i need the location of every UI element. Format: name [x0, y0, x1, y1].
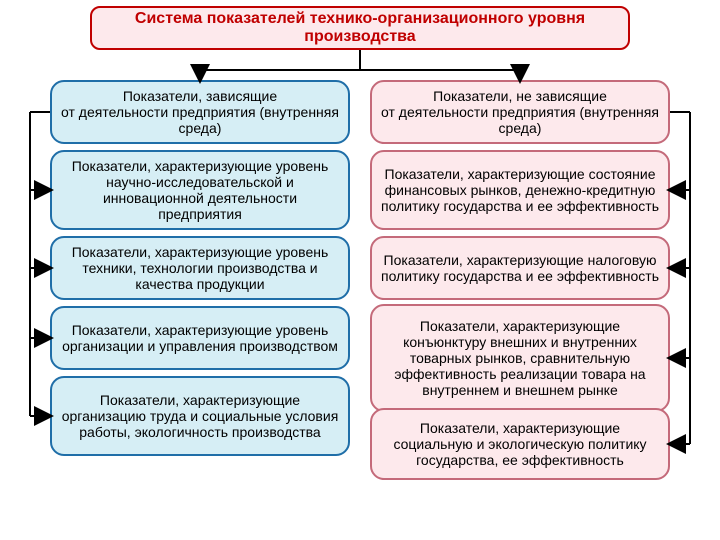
right-item-2-text: Показатели, характеризующие конъюнктуру … [380, 318, 660, 398]
right-item-1-text: Показатели, характеризующие налоговую по… [380, 252, 660, 284]
right-item-3: Показатели, характеризующие социальную и… [370, 408, 670, 480]
right-header-text: Показатели, не зависящиеот деятельности … [380, 88, 660, 136]
left-item-2: Показатели, характеризующие уровень орга… [50, 306, 350, 370]
left-item-1-text: Показатели, характеризующие уровень техн… [60, 244, 340, 292]
left-item-0-text: Показатели, характеризующие уровень науч… [60, 158, 340, 222]
right-item-1: Показатели, характеризующие налоговую по… [370, 236, 670, 300]
left-item-1: Показатели, характеризующие уровень техн… [50, 236, 350, 300]
right-item-0-text: Показатели, характеризующие состояние фи… [380, 166, 660, 214]
diagram-title-text: Система показателей технико-организацион… [135, 10, 585, 45]
left-item-3-text: Показатели, характеризующие организацию … [60, 392, 340, 440]
left-header-node: Показатели, зависящиеот деятельности пре… [50, 80, 350, 144]
right-header-node: Показатели, не зависящиеот деятельности … [370, 80, 670, 144]
right-item-0: Показатели, характеризующие состояние фи… [370, 150, 670, 230]
left-item-2-text: Показатели, характеризующие уровень орга… [60, 322, 340, 354]
right-item-3-text: Показатели, характеризующие социальную и… [380, 420, 660, 468]
right-item-2: Показатели, характеризующие конъюнктуру … [370, 304, 670, 412]
left-item-0: Показатели, характеризующие уровень науч… [50, 150, 350, 230]
left-item-3: Показатели, характеризующие организацию … [50, 376, 350, 456]
left-header-text: Показатели, зависящиеот деятельности пре… [60, 88, 340, 136]
diagram-title: Система показателей технико-организацион… [90, 6, 630, 50]
